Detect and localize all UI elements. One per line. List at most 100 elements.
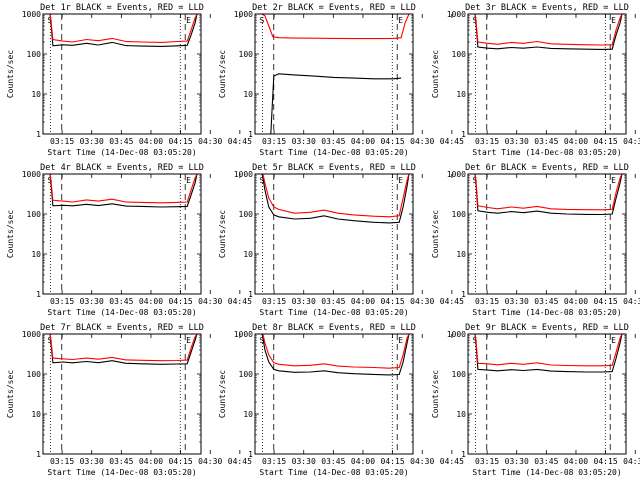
x-tick-label: 03:30 (292, 297, 316, 306)
x-tick-label: 03:45 (321, 137, 345, 146)
x-tick-label: 03:45 (109, 297, 133, 306)
start-marker: S (48, 176, 53, 185)
plot-frame (254, 13, 414, 135)
x-tick-label: 04:30 (410, 297, 434, 306)
y-tick-label: 100 (452, 50, 467, 59)
x-tick-label: 04:30 (410, 137, 434, 146)
x-axis-label: Start Time (14-Dec-08 03:05:20) (259, 308, 408, 317)
y-axis-label: Counts/sec (6, 210, 15, 258)
y-tick-label: 1000 (234, 330, 253, 339)
plot-frame (467, 333, 627, 455)
x-tick-label: 04:15 (381, 137, 405, 146)
end-marker: E (611, 176, 616, 185)
x-axis-label: Start Time (14-Dec-08 03:05:20) (472, 468, 621, 477)
y-tick-label: 1000 (22, 10, 41, 19)
x-tick-label: 04:00 (564, 297, 588, 306)
series-line (49, 13, 198, 47)
x-tick-label: 03:45 (321, 457, 345, 466)
x-tick-label: 03:45 (109, 137, 133, 146)
end-marker: E (611, 336, 616, 345)
x-tick-label: 03:30 (80, 297, 104, 306)
x-tick-label: 04:45 (228, 137, 252, 146)
y-tick-label: 100 (239, 210, 254, 219)
x-tick-label: 04:45 (440, 457, 464, 466)
x-tick-label: 04:45 (440, 297, 464, 306)
series-line (49, 333, 198, 362)
y-tick-label: 100 (239, 370, 254, 379)
end-marker: E (186, 176, 191, 185)
x-tick-label: 04:00 (139, 297, 163, 306)
y-tick-label: 10 (31, 90, 41, 99)
y-axis-label: Counts/sec (431, 50, 440, 98)
panel-title: Det 4r BLACK = Events, RED = LLD (40, 163, 204, 173)
start-marker: S (260, 176, 265, 185)
x-tick-label: 04:00 (351, 457, 375, 466)
x-tick-label: 04:15 (169, 137, 193, 146)
end-marker: E (398, 176, 403, 185)
x-axis-label: Start Time (14-Dec-08 03:05:20) (47, 148, 196, 157)
plot-frame (42, 333, 202, 455)
y-tick-label: 1000 (22, 330, 41, 339)
y-tick-label: 10 (456, 90, 466, 99)
x-tick-label: 03:30 (505, 137, 529, 146)
x-tick-label: 04:15 (169, 297, 193, 306)
y-tick-label: 10 (243, 90, 253, 99)
y-tick-label: 1 (36, 130, 41, 139)
y-tick-label: 1 (461, 130, 466, 139)
y-tick-label: 1000 (447, 10, 466, 19)
x-tick-label: 04:45 (440, 137, 464, 146)
start-marker: S (473, 16, 478, 25)
x-tick-label: 04:45 (228, 297, 252, 306)
x-tick-label: 04:00 (564, 457, 588, 466)
x-tick-label: 03:15 (475, 137, 499, 146)
y-tick-label: 100 (452, 370, 467, 379)
start-marker: S (48, 16, 53, 25)
detector-panel: Det 7r BLACK = Events, RED = LLD Counts/s… (6, 323, 252, 477)
y-axis-label: Counts/sec (218, 210, 227, 258)
x-tick-label: 04:15 (381, 457, 405, 466)
series-line (261, 333, 410, 369)
y-axis-label: Counts/sec (431, 210, 440, 258)
x-tick-label: 04:30 (623, 457, 640, 466)
series-line (270, 73, 402, 135)
series-line (49, 173, 198, 208)
y-tick-label: 1 (461, 290, 466, 299)
panel-title: Det 3r BLACK = Events, RED = LLD (465, 3, 629, 13)
series-line (261, 173, 410, 218)
y-axis-label: Counts/sec (218, 50, 227, 98)
panel-title: Det 5r BLACK = Events, RED = LLD (252, 163, 416, 173)
x-tick-label: 03:15 (50, 457, 74, 466)
plot-frame (467, 173, 627, 295)
x-tick-label: 03:15 (475, 297, 499, 306)
series-line (49, 13, 198, 43)
y-tick-label: 1 (248, 450, 253, 459)
y-axis-label: Counts/sec (431, 370, 440, 418)
series-line (261, 13, 410, 40)
x-tick-label: 03:45 (534, 297, 558, 306)
x-axis-label: Start Time (14-Dec-08 03:05:20) (472, 308, 621, 317)
y-tick-label: 10 (456, 410, 466, 419)
x-tick-label: 03:45 (534, 137, 558, 146)
x-tick-label: 04:15 (594, 297, 618, 306)
panel-title: Det 8r BLACK = Events, RED = LLD (252, 323, 416, 333)
x-tick-label: 04:15 (169, 457, 193, 466)
series-line (261, 333, 410, 376)
end-marker: E (186, 336, 191, 345)
panel-title: Det 2r BLACK = Events, RED = LLD (252, 3, 416, 13)
x-tick-label: 04:30 (198, 137, 222, 146)
x-tick-label: 04:15 (594, 137, 618, 146)
x-tick-label: 03:30 (505, 297, 529, 306)
y-tick-label: 100 (239, 50, 254, 59)
panel-title: Det 6r BLACK = Events, RED = LLD (465, 163, 629, 173)
y-tick-label: 1 (36, 290, 41, 299)
x-tick-label: 03:30 (80, 137, 104, 146)
y-tick-label: 1 (248, 290, 253, 299)
x-tick-label: 03:30 (505, 457, 529, 466)
y-tick-label: 1 (461, 450, 466, 459)
x-axis-label: Start Time (14-Dec-08 03:05:20) (472, 148, 621, 157)
y-axis-label: Counts/sec (6, 50, 15, 98)
panel-title: Det 1r BLACK = Events, RED = LLD (40, 3, 204, 13)
x-tick-label: 03:45 (321, 297, 345, 306)
y-tick-label: 10 (243, 410, 253, 419)
x-tick-label: 03:15 (262, 297, 286, 306)
